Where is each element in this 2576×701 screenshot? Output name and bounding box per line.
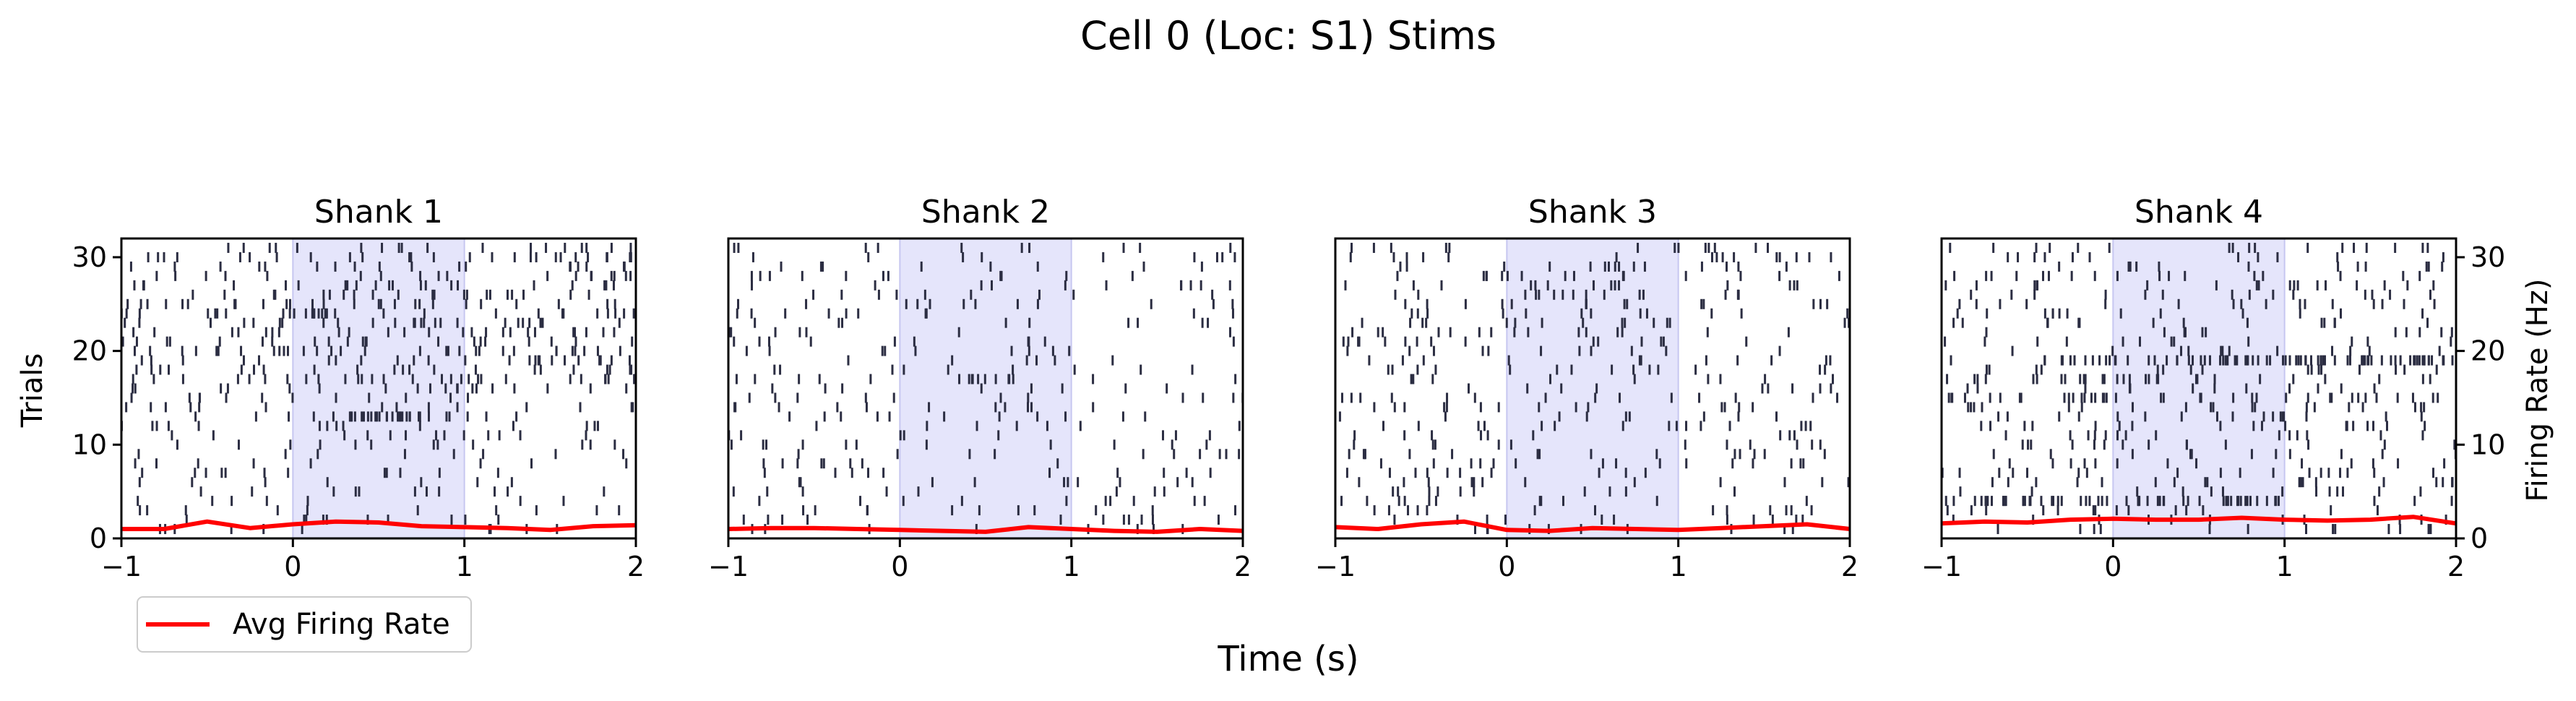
- avg-firing-rate-line: [1335, 519, 1851, 533]
- legend-box: [137, 596, 472, 653]
- panel-3: Shank 3 −1 0 1 2: [1315, 194, 1858, 582]
- left-y-axis-label: Trials: [16, 353, 49, 429]
- panel-title: Shank 1: [314, 194, 443, 231]
- avg-firing-rate-line: [728, 525, 1244, 534]
- x-axis-label: Time (s): [1217, 639, 1358, 679]
- x-tick-label: −1: [1315, 551, 1356, 582]
- axes-frame: [120, 237, 637, 540]
- x-tick-label: −1: [101, 551, 142, 582]
- y-tick-label: 0: [90, 522, 107, 554]
- stim-window: [899, 238, 1072, 539]
- panel-title: Shank 3: [1528, 194, 1657, 231]
- figure-title: Cell 0 (Loc: S1) Stims: [1080, 13, 1496, 59]
- x-tick-label: 2: [2447, 551, 2465, 582]
- x-tick-label: 1: [2276, 551, 2293, 582]
- y-tick-label: 0: [2471, 522, 2488, 554]
- y-tick-label: 20: [2471, 335, 2505, 367]
- stim-window: [292, 238, 465, 539]
- x-tick-label: 1: [1063, 551, 1080, 582]
- legend-label: Avg Firing Rate: [233, 608, 450, 641]
- legend: Avg Firing Rate: [137, 596, 472, 653]
- panel-title: Shank 2: [921, 194, 1050, 231]
- right-y-axis-label: Firing Rate (Hz): [2521, 279, 2554, 502]
- x-tick-label: 2: [1841, 551, 1858, 582]
- y-tick-label: 30: [72, 241, 107, 273]
- x-tick-label: −1: [1921, 551, 1962, 582]
- axes-frame: [1334, 237, 1851, 540]
- x-tick-label: 2: [1234, 551, 1252, 582]
- x-tick-label: 1: [1670, 551, 1687, 582]
- y-tick-label: 20: [72, 335, 107, 367]
- x-tick-label: 0: [1498, 551, 1515, 582]
- x-tick-label: 2: [627, 551, 645, 582]
- x-tick-label: 0: [2104, 551, 2121, 582]
- x-tick-label: 1: [456, 551, 473, 582]
- avg-firing-rate-line: [1941, 515, 2457, 526]
- panel-2: Shank 2 −1 0 1 2: [708, 194, 1252, 582]
- avg-firing-rate-line: [121, 519, 637, 533]
- x-tick-label: 0: [891, 551, 908, 582]
- x-tick-label: 0: [284, 551, 301, 582]
- panel-title: Shank 4: [2135, 194, 2263, 231]
- axes-frame: [727, 237, 1244, 540]
- y-tick-label: 10: [2471, 429, 2505, 460]
- y-tick-label: 10: [72, 429, 107, 460]
- x-tick-label: −1: [708, 551, 749, 582]
- axes-frame: [1940, 237, 2457, 540]
- y-tick-label: 30: [2471, 241, 2505, 273]
